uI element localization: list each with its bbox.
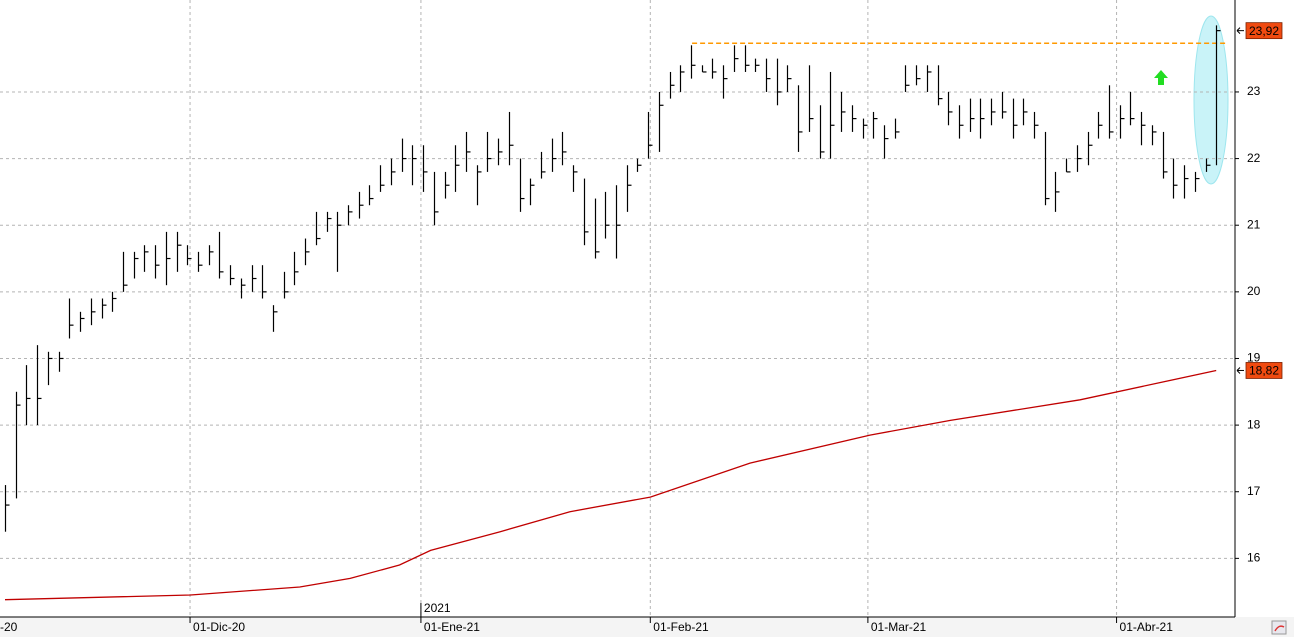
y-tick-label: 20 — [1247, 284, 1261, 298]
year-label: 2021 — [424, 601, 451, 615]
x-axis-strip — [0, 617, 1294, 637]
x-tick-label: 01-Dic-20 — [193, 620, 245, 634]
moving-average-line — [4, 369, 1217, 601]
x-tick-label: 01-Mar-21 — [871, 620, 927, 634]
y-tick-label: 19 — [1247, 351, 1261, 365]
x-tick-label: 01-Feb-21 — [653, 620, 709, 634]
price-marker-arrowhead — [1236, 27, 1241, 35]
settings-icon-glyph — [1274, 625, 1285, 632]
price-marker-label: 18,82 — [1249, 364, 1279, 378]
price-marker-arrowhead — [1236, 367, 1241, 374]
y-tick-label: 16 — [1247, 551, 1261, 565]
y-tick-label: 18 — [1247, 417, 1261, 431]
settings-icon[interactable] — [1271, 620, 1287, 635]
y-tick-label: 17 — [1247, 484, 1261, 498]
price-marker-label: 23,92 — [1249, 24, 1279, 38]
x-tick-label: -20 — [0, 620, 18, 634]
x-tick-label: 01-Ene-21 — [424, 620, 480, 634]
y-tick-label: 23 — [1247, 84, 1261, 98]
highlight-ellipse — [1193, 15, 1229, 185]
price-marker-box — [1245, 22, 1283, 40]
up-arrow — [1154, 70, 1168, 85]
y-tick-label: 21 — [1247, 217, 1261, 231]
y-tick-label: 22 — [1247, 151, 1261, 165]
price-marker-box — [1245, 362, 1283, 379]
x-tick-label: 01-Abr-21 — [1120, 620, 1174, 634]
